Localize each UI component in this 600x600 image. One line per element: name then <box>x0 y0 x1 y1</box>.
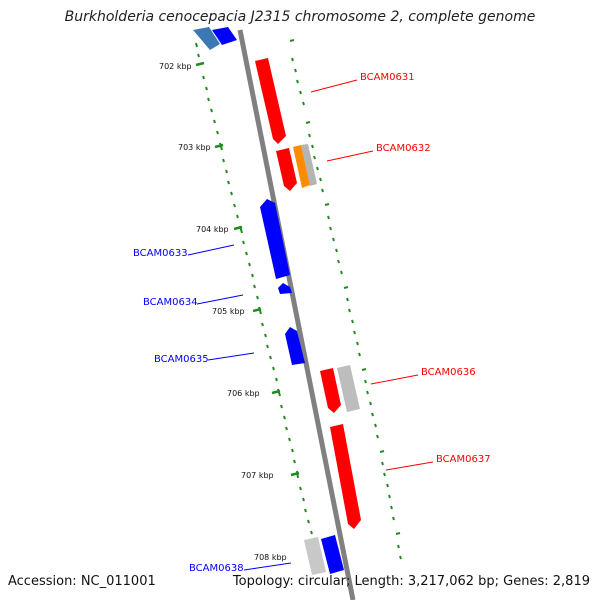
gene-arrow-BCAM0631[interactable] <box>255 58 286 144</box>
gene-label-BCAM0637[interactable]: BCAM0637 <box>436 454 491 465</box>
kbp-label: 702 kbp <box>159 62 192 71</box>
gene-arrow[interactable] <box>193 27 220 50</box>
gene-label-BCAM0636[interactable]: BCAM0636 <box>421 367 476 378</box>
outer-scale-ticks <box>289 39 402 560</box>
kbp-label: 704 kbp <box>196 225 229 234</box>
feature-block <box>304 537 326 575</box>
label-leaders <box>187 79 434 571</box>
gene-arrow-BCAM0636[interactable] <box>320 368 341 413</box>
gene-arrow-BCAM0634[interactable] <box>278 283 292 294</box>
gene-label-BCAM0631[interactable]: BCAM0631 <box>360 72 415 83</box>
gene-label-BCAM0635[interactable]: BCAM0635 <box>154 354 209 365</box>
feature-block <box>301 144 317 186</box>
gene-label-BCAM0638[interactable]: BCAM0638 <box>189 563 244 574</box>
kbp-label: 708 kbp <box>254 553 287 562</box>
reverse-strand-genes <box>193 27 344 575</box>
gene-label-BCAM0633[interactable]: BCAM0633 <box>133 248 188 259</box>
map-title: Burkholderia cenocepacia J2315 chromosom… <box>64 9 536 25</box>
feature-block <box>337 365 360 412</box>
gene-arrow-BCAM0632[interactable] <box>276 148 297 191</box>
rna-feature[interactable] <box>293 145 310 188</box>
accession-text: Accession: NC_011001 <box>8 574 156 589</box>
gene-label-BCAM0634[interactable]: BCAM0634 <box>143 297 198 308</box>
gene-arrow-BCAM0637[interactable] <box>330 424 361 529</box>
gene-arrow-BCAM0635[interactable] <box>285 327 305 365</box>
kbp-label: 705 kbp <box>212 307 245 316</box>
gene-arrow[interactable] <box>212 27 237 45</box>
genome-backbone <box>237 29 356 600</box>
gene-arrow-BCAM0638[interactable] <box>321 535 344 574</box>
gene-arrow-BCAM0633[interactable] <box>260 199 290 279</box>
kbp-label: 707 kbp <box>241 471 274 480</box>
kbp-label: 706 kbp <box>227 389 260 398</box>
forward-strand-genes <box>255 58 361 529</box>
kbp-label: 703 kbp <box>178 143 211 152</box>
genome-summary-text: Topology: circular; Length: 3,217,062 bp… <box>232 574 590 589</box>
gene-label-BCAM0632[interactable]: BCAM0632 <box>376 143 431 154</box>
